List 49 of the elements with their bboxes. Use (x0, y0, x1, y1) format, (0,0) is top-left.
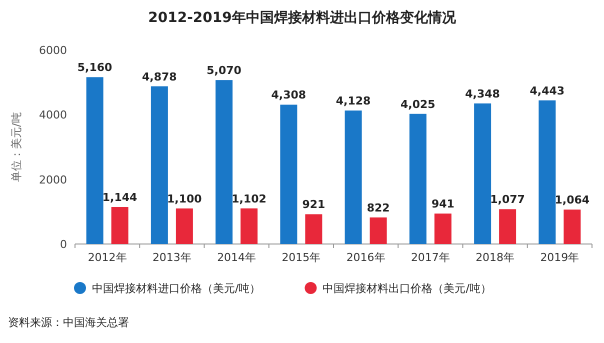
text: 资料来源：中国海关总署 (8, 316, 129, 329)
bar (280, 104, 298, 244)
y-tick-label: 0 (60, 238, 67, 251)
data-label: 822 (366, 201, 390, 214)
bar (305, 214, 322, 244)
bar (474, 103, 492, 244)
data-label: 4,128 (336, 94, 371, 108)
bar (150, 86, 168, 244)
x-tick-label: 2017年 (410, 251, 450, 264)
bar (176, 208, 193, 244)
x-tick-label: 2012年 (88, 251, 127, 264)
legend-label: 中国焊接材料进口价格（美元/吨） (92, 282, 261, 295)
x-tick-label: 2013年 (152, 251, 192, 264)
data-label: 941 (431, 198, 454, 211)
bar (370, 217, 387, 244)
data-label: 4,308 (271, 88, 306, 102)
data-label: 5,160 (77, 61, 113, 74)
x-tick-label: 2018年 (476, 251, 515, 264)
data-label: 1,144 (102, 191, 138, 204)
bar (240, 208, 258, 244)
bar (86, 77, 104, 244)
x-tick-label: 2016年 (346, 251, 386, 264)
data-label: 1,077 (490, 193, 525, 206)
x-tick-label: 2014年 (217, 251, 256, 264)
data-label: 4,443 (530, 84, 565, 98)
x-tick-label: 2015年 (282, 251, 321, 264)
bar (409, 114, 426, 244)
data-label: 1,102 (232, 192, 266, 206)
chart-title: 2012-2019年中国焊接材料进出口价格变化情况 (148, 9, 457, 26)
bar (344, 110, 362, 244)
bar (499, 209, 516, 244)
y-tick-label: 4000 (39, 108, 67, 122)
data-label: 921 (302, 198, 326, 212)
y-tick-label: 6000 (39, 44, 67, 57)
bar (434, 214, 452, 244)
y-axis-title: 单位：美元/吨 (10, 112, 23, 182)
y-tick-label: 2000 (39, 173, 67, 186)
data-label: 4,878 (142, 70, 177, 84)
data-label: 1,100 (167, 192, 202, 206)
bar (216, 80, 233, 244)
bar (538, 100, 556, 244)
data-label: 4,348 (465, 87, 500, 100)
data-label: 1,064 (554, 194, 590, 207)
bar (564, 210, 581, 244)
data-label: 4,025 (400, 98, 436, 111)
bar (111, 207, 128, 244)
x-tick-label: 2019年 (540, 251, 580, 264)
data-label: 5,070 (206, 64, 242, 78)
legend-label: 中国焊接材料出口价格（美元/吨） (322, 282, 492, 295)
